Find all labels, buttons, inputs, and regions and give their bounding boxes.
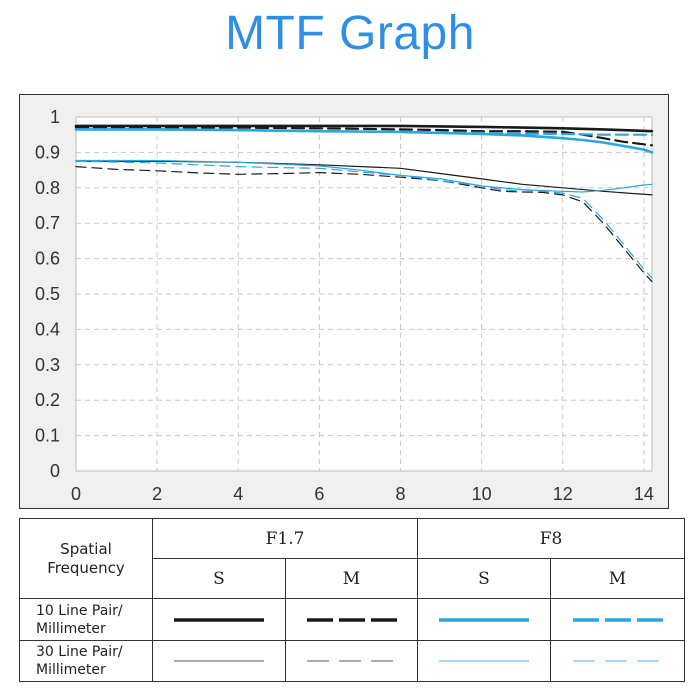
- series-line-F8-M-10lp: [74, 128, 654, 136]
- legend-row-30lp-label: 30 Line Pair/ Millimeter: [19, 639, 153, 683]
- legend-corner-line1: Spatial: [60, 539, 112, 558]
- chart-title: MTF Graph: [225, 7, 475, 60]
- x-tick-label: 8: [395, 484, 405, 504]
- x-tick-label: 10: [472, 484, 492, 504]
- y-tick-label: 0.5: [35, 284, 60, 304]
- legend-f17-m: M: [285, 558, 418, 600]
- legend-swatch-f17-s-10lp: [152, 598, 286, 641]
- legend-swatch-f8-m-30lp: [550, 639, 685, 683]
- legend-corner-cell: Spatial Frequency: [19, 517, 153, 600]
- series-line-F17-M-10lp: [74, 126, 654, 147]
- legend-table: Spatial Frequency F1.7 F8 S M S M 10 Lin…: [19, 517, 685, 683]
- x-tick-label: 6: [314, 484, 324, 504]
- y-tick-label: 0.1: [35, 426, 60, 446]
- series-line-F17-M-30lp: [75, 166, 653, 283]
- y-tick-label: 0.9: [35, 142, 60, 162]
- legend-aperture-f17: F1.7: [152, 517, 418, 560]
- series-line-F8-M-30lp: [75, 160, 653, 279]
- y-tick-label: 0.6: [35, 249, 60, 269]
- legend-swatch-f8-m-10lp: [550, 598, 685, 641]
- x-tick-label: 4: [233, 484, 243, 504]
- legend-row-30lp-line2: Millimeter: [36, 661, 106, 678]
- y-tick-label: 0.7: [35, 213, 60, 233]
- x-tick-label: 14: [634, 484, 654, 504]
- legend-swatch-f17-m-30lp: [285, 639, 418, 683]
- series-lines: [74, 124, 654, 283]
- y-tick-label: 0.4: [35, 319, 60, 339]
- legend-swatch-f8-s-30lp: [417, 639, 551, 683]
- legend-f17-s: S: [152, 558, 286, 600]
- legend-row-10lp-line1: 10 Line Pair/: [36, 602, 123, 619]
- legend-row-30lp-line1: 30 Line Pair/: [36, 643, 123, 660]
- legend-swatch-f17-m-10lp: [285, 598, 418, 641]
- legend-corner-line2: Frequency: [47, 558, 125, 577]
- mtf-chart: 0 0.1 0.2 0.3 0.4 0.5 0.6 0.7 0.8 0.9 1 0 2 4 6 8 10 12 1…: [19, 94, 669, 509]
- y-tick-label: 0.8: [35, 178, 60, 198]
- y-tick-label: 0.3: [35, 355, 60, 375]
- x-tick-labels: 0 2 4 6 8 10 12 14: [71, 484, 654, 504]
- legend-swatch-f17-s-30lp: [152, 639, 286, 683]
- x-tick-label: 2: [152, 484, 162, 504]
- legend-row-10lp-line2: Millimeter: [36, 620, 106, 637]
- y-tick-label: 0: [50, 461, 60, 481]
- legend-aperture-f8: F8: [417, 517, 685, 560]
- y-tick-label: 1: [50, 107, 60, 127]
- legend-f8-s: S: [417, 558, 551, 600]
- x-tick-label: 0: [71, 484, 81, 504]
- legend-swatch-f8-s-10lp: [417, 598, 551, 641]
- y-tick-label: 0.2: [35, 390, 60, 410]
- series-line-F17-S-10lp: [74, 124, 654, 133]
- legend-f8-m: M: [550, 558, 685, 600]
- grid-lines: [76, 117, 652, 471]
- x-tick-label: 12: [553, 484, 573, 504]
- legend-row-10lp-label: 10 Line Pair/ Millimeter: [19, 598, 153, 641]
- y-tick-labels: 0 0.1 0.2 0.3 0.4 0.5 0.6 0.7 0.8 0.9 1: [35, 107, 60, 481]
